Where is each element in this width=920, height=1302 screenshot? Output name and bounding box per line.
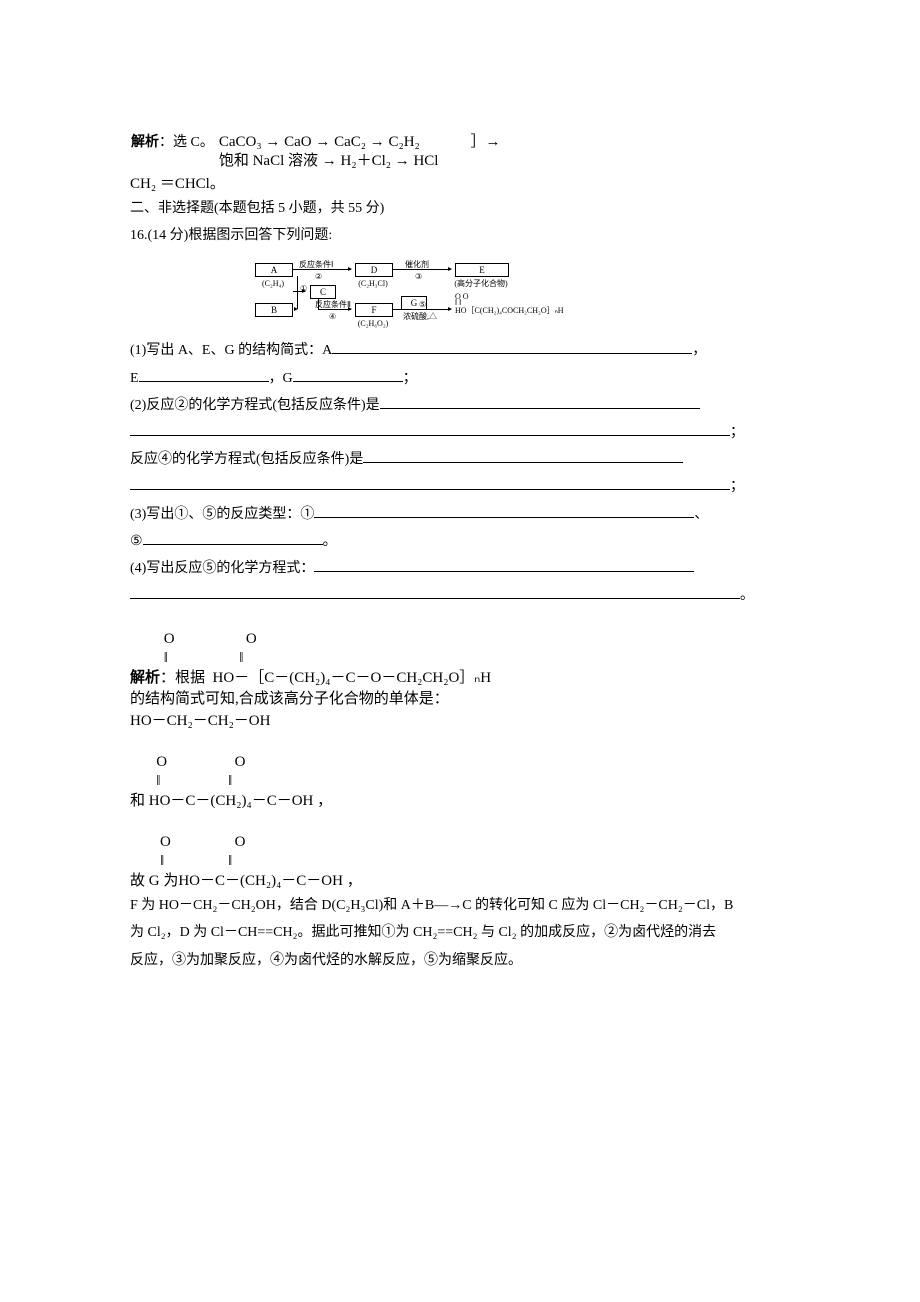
a2-g-top: O O <box>130 834 245 850</box>
label-c4: ④ <box>329 310 336 324</box>
box-b: B <box>255 303 293 317</box>
a2-poly-main: HO－［C－(CH₂)₄－C－O－CH₂CH₂O］ₙH <box>213 670 492 686</box>
under-a: (C₂H₄) <box>253 277 293 291</box>
blank <box>363 448 683 463</box>
blank <box>130 421 730 436</box>
blank <box>139 367 269 382</box>
a2-mono2-main: HO－C－(CH₂)₄－C－OH ， <box>149 793 332 809</box>
q16-p4-b: 。 <box>740 588 754 603</box>
a2-para3: 反应，③为加聚反应，④为卤代烃的水解反应，⑤为缩聚反应。 <box>130 948 790 973</box>
q16-p2-sep: ； <box>730 425 744 440</box>
label-acid: 浓硫酸,△ <box>403 310 437 324</box>
blank <box>143 530 323 545</box>
blank <box>130 475 730 490</box>
analysis1-line2: 饱和 NaCl 溶液 → H₂＋Cl₂ → HCl <box>219 153 439 169</box>
q16-p2-line1: (2)反应②的化学方程式(包括反应条件)是 <box>130 393 790 418</box>
a2-poly-mid: ‖ ‖ <box>130 650 243 666</box>
q16-p1-a: (1)写出 A、E、G 的结构简式：A <box>130 343 332 358</box>
box-d: D <box>355 263 393 277</box>
a2-mono2-top: O O <box>130 754 245 770</box>
a2-mono1: HO－CH₂－CH₂－OH <box>130 712 790 732</box>
a2-and: 和 <box>130 793 145 809</box>
q16-p4-line1: (4)写出反应⑤的化学方程式： <box>130 556 790 581</box>
stub-b <box>293 309 297 310</box>
q16-stem: 16.(14 分)根据图示回答下列问题: <box>130 223 790 248</box>
q16-p4-line2: 。 <box>130 583 790 608</box>
blank <box>332 339 692 354</box>
q16-p1-d: ； <box>403 371 417 386</box>
q16-p3-line2: ⑤。 <box>130 529 790 554</box>
under-d: (C₂H₃Cl) <box>349 277 397 291</box>
label-c1: ① <box>300 282 307 296</box>
q16-p3-c: ⑤ <box>130 534 143 549</box>
label-c2: ② <box>315 270 322 284</box>
q16-p2-c: ； <box>730 479 744 494</box>
analysis1-line1: CaCO₃ → CaO → CaC₂ → C₂H₂ <box>219 134 420 150</box>
analysis1-choose: 选 C。 <box>173 135 214 150</box>
q16-p4-a: (4)写出反应⑤的化学方程式： <box>130 561 314 576</box>
a2-g-mid: ‖ ‖ <box>130 853 232 869</box>
under-e: (高分子化合物) <box>445 277 517 291</box>
section2-heading: 二、非选择题(本题包括 5 小题，共 55 分) <box>130 196 790 221</box>
a2-mono2-mid: ‖ ‖ <box>130 773 232 789</box>
blank <box>380 394 700 409</box>
a2-mono2: O O ‖ ‖ 和 HO－C－(CH₂)₄－C－OH ， <box>130 733 790 811</box>
q16-p3-d: 。 <box>323 534 337 549</box>
q16-p3-b: 、 <box>694 507 708 522</box>
analysis1-block: 解析：选 C。 CaCO₃ → CaO → CaC₂ → C₂H₂ 饱和 NaC… <box>130 112 790 173</box>
blank <box>314 557 694 572</box>
product-main: HO［C(CH₂)₄COCH₂CH₂O］ₙH <box>455 306 564 316</box>
q16-p1-c: ，G <box>269 371 293 386</box>
box-e: E <box>455 263 509 277</box>
a2-poly-top: O O <box>130 631 257 647</box>
a2-colon: ： <box>160 670 175 686</box>
blank <box>130 584 740 599</box>
analysis1-result: CH₂ ＝CHCl。 <box>130 175 790 195</box>
analysis1-bracket: ］→ <box>470 134 500 150</box>
box-c: C <box>310 285 336 299</box>
q16-p2-b: 反应④的化学方程式(包括反应条件)是 <box>130 452 363 467</box>
analysis1-colon: ： <box>159 135 173 150</box>
q16-p3-line1: (3)写出①、⑤的反应类型：① 、 <box>130 502 790 527</box>
analysis1-prefix: 解析 <box>131 135 159 150</box>
q16-p3-a: (3)写出①、⑤的反应类型：① <box>130 507 314 522</box>
box-a: A <box>255 263 293 277</box>
a2-g-main: HO－C－(CH₂)₄－C－OH ， <box>178 873 361 889</box>
reaction-diagram: A (C₂H₄) 反应条件Ⅰ ② D (C₂H₃Cl) 催化剂 ③ E (高分子… <box>255 258 655 328</box>
q16-p1-b: E <box>130 371 139 386</box>
a2-g: O O ‖ ‖ 故 G 为HO－C－(CH₂)₄－C－OH ， <box>130 813 790 891</box>
q16-p2-line1b: ； <box>130 420 790 445</box>
a2-para1: F 为 HO－CH₂－CH₂OH，结合 D(C₂H₃Cl)和 A＋B―→C 的转… <box>130 893 790 918</box>
box-f: F <box>355 303 393 317</box>
a2-line2: 的结构简式可知,合成该高分子化合物的单体是： <box>130 690 790 710</box>
a2-para2: 为 Cl₂，D 为 Cl－CH==CH₂。据此可推知①为 CH₂==CH₂ 与 … <box>130 920 790 945</box>
a2-root: 根据 <box>175 670 205 686</box>
vline-ab <box>297 276 298 309</box>
label-c3: ③ <box>415 270 422 284</box>
q16-p2-line2: 反应④的化学方程式(包括反应条件)是 <box>130 447 790 472</box>
blank <box>293 367 403 382</box>
a2-so: 故 G 为 <box>130 873 178 889</box>
q16-p2-line2b: ； <box>130 474 790 499</box>
q16-p1-line1: (1)写出 A、E、G 的结构简式：A， <box>130 338 790 363</box>
page: 解析：选 C。 CaCO₃ → CaO → CaC₂ → C₂H₂ 饱和 NaC… <box>0 0 920 1015</box>
q16-p2-a: (2)反应②的化学方程式(包括反应条件)是 <box>130 398 380 413</box>
a2-prefix: 解析 <box>130 670 160 686</box>
q16-p1-line2: E ，G ； <box>130 366 790 391</box>
analysis2-poly: O O ‖ ‖ 解析：根据 HO－［C－(CH₂)₄－C－O－CH₂CH₂O］ₙ… <box>130 610 790 688</box>
blank <box>314 503 694 518</box>
under-f: (C₂H₆O₂) <box>349 317 397 331</box>
